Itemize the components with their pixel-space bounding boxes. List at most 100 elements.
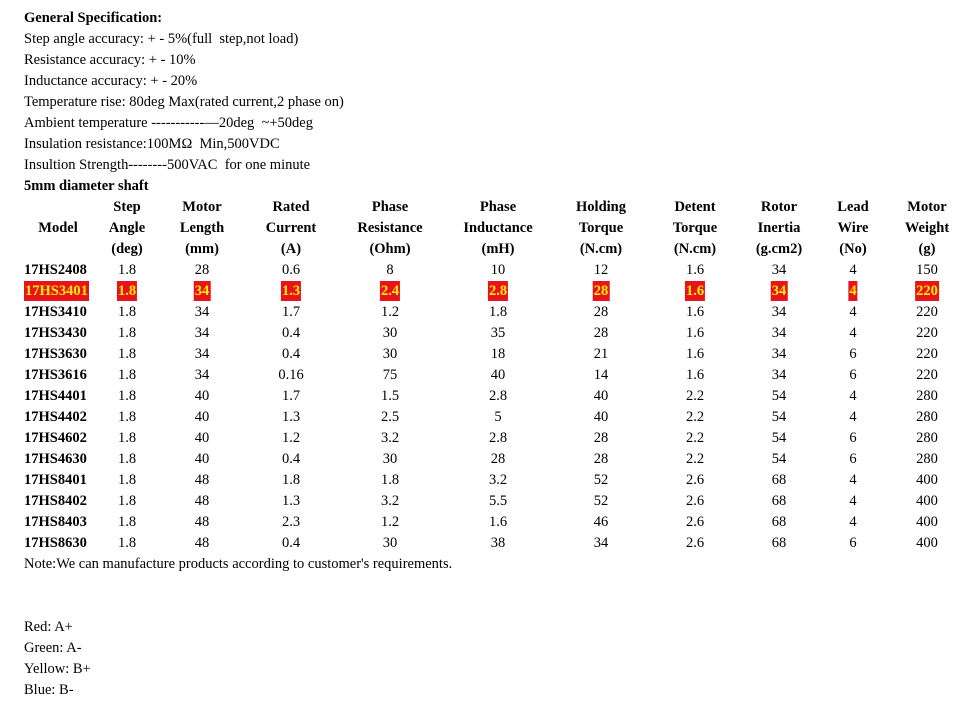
table-cell: 48: [194, 472, 210, 488]
table-cell: 1.8: [117, 388, 137, 404]
table-cell: 1.3: [281, 409, 301, 425]
table-cell: 54: [771, 388, 787, 404]
table-cell: 1.8: [117, 262, 137, 278]
table-cell: 18: [490, 346, 506, 362]
model-cell: 17HS3410: [24, 304, 87, 320]
table-cell: 10: [490, 262, 506, 278]
table-cell: 4: [849, 493, 857, 509]
table-header: Length: [179, 220, 225, 236]
table-cell: 28: [194, 262, 210, 278]
table-cell: 2.6: [685, 493, 705, 509]
table-cell: 52: [593, 493, 609, 509]
table-cell: 0.4: [281, 535, 301, 551]
table-cell: 34: [194, 346, 210, 362]
table-header: Torque: [578, 220, 624, 236]
table-cell: 68: [771, 472, 787, 488]
table-cell: 220: [916, 367, 938, 383]
table-cell: 48: [194, 493, 210, 509]
table-cell: 48: [194, 535, 210, 551]
table-cell: 1.8: [117, 430, 137, 446]
table-cell: 400: [916, 514, 938, 530]
table-cell: 5: [494, 409, 502, 425]
model-cell: 17HS8401: [24, 472, 87, 488]
table-cell: 0.4: [281, 451, 301, 467]
table-cell: 34: [194, 367, 210, 383]
table-cell: 1.6: [685, 325, 705, 341]
table-cell: 21: [593, 346, 609, 362]
table-cell: 34: [771, 262, 787, 278]
table-cell: 12: [593, 262, 609, 278]
table-cell: 30: [382, 535, 398, 551]
table-cell: 1.8: [117, 472, 137, 488]
table-cell: 1.7: [281, 304, 301, 320]
table-cell: 35: [490, 325, 506, 341]
table-header: Angle: [108, 220, 146, 236]
model-cell: 17HS2408: [24, 262, 87, 278]
model-cell: 17HS4602: [24, 430, 87, 446]
table-cell: 54: [771, 409, 787, 425]
table-cell: 150: [916, 262, 938, 278]
table-cell: 40: [194, 451, 210, 467]
table-cell: 3.2: [380, 430, 400, 446]
table-cell: 40: [593, 388, 609, 404]
table-header: Model: [38, 220, 78, 236]
table-cell: 40: [194, 388, 210, 404]
spec-line: Insultion Strength--------500VAC for one…: [24, 157, 311, 173]
table-cell: 2.6: [685, 535, 705, 551]
table-cell: 14: [593, 367, 609, 383]
table-cell: 68: [771, 535, 787, 551]
table-cell: 1.8: [117, 346, 137, 362]
table-cell: 4: [849, 514, 857, 530]
model-cell: 17HS3401: [24, 281, 89, 301]
table-cell: 0.4: [281, 325, 301, 341]
table-cell: 2.8: [487, 281, 509, 301]
table-cell: 4: [849, 262, 857, 278]
spec-title: General Specification:: [24, 10, 163, 26]
table-cell: 1.3: [280, 281, 302, 301]
wire-color: Green: A-: [24, 640, 82, 656]
table-cell: 1.8: [116, 281, 138, 301]
table-cell: 220: [916, 346, 938, 362]
table-cell: 2.4: [379, 281, 401, 301]
table-cell: 220: [916, 325, 938, 341]
table-header: (mm): [185, 241, 219, 257]
table-cell: 4: [849, 304, 857, 320]
spec-line: Temperature rise: 80deg Max(rated curren…: [24, 94, 344, 110]
table-cell: 1.8: [117, 409, 137, 425]
table-cell: 1.7: [281, 388, 301, 404]
table-cell: 4: [849, 409, 857, 425]
table-cell: 34: [194, 304, 210, 320]
model-cell: 17HS3630: [24, 346, 87, 362]
note: Note:We can manufacture products accordi…: [24, 556, 453, 572]
table-cell: 1.2: [380, 514, 400, 530]
table-header: Wire: [837, 220, 869, 236]
table-cell: 40: [490, 367, 506, 383]
table-header: (No): [839, 241, 867, 257]
table-cell: 2.8: [488, 388, 508, 404]
model-cell: 17HS8403: [24, 514, 87, 530]
table-cell: 68: [771, 514, 787, 530]
table-cell: 1.3: [281, 493, 301, 509]
table-cell: 3.2: [488, 472, 508, 488]
table-cell: 1.8: [488, 304, 508, 320]
wire-color: Yellow: B+: [24, 661, 91, 677]
table-cell: 2.3: [281, 514, 301, 530]
table-cell: 400: [916, 493, 938, 509]
table-header: Rotor: [760, 199, 798, 215]
model-cell: 17HS8630: [24, 535, 87, 551]
table-cell: 28: [593, 430, 609, 446]
table-header: (mH): [481, 241, 515, 257]
spec-line: Inductance accuracy: + - 20%: [24, 73, 198, 89]
table-cell: 34: [193, 281, 211, 301]
table-cell: 30: [382, 325, 398, 341]
spec-line: Insulation resistance:100MΩ Min,500VDC: [24, 136, 280, 152]
table-cell: 54: [771, 451, 787, 467]
table-header: (g.cm2): [755, 241, 803, 257]
spec-line: Resistance accuracy: + - 10%: [24, 52, 196, 68]
table-cell: 280: [916, 409, 938, 425]
table-cell: 6: [849, 430, 857, 446]
table-cell: 400: [916, 535, 938, 551]
model-cell: 17HS3616: [24, 367, 87, 383]
table-cell: 280: [916, 430, 938, 446]
